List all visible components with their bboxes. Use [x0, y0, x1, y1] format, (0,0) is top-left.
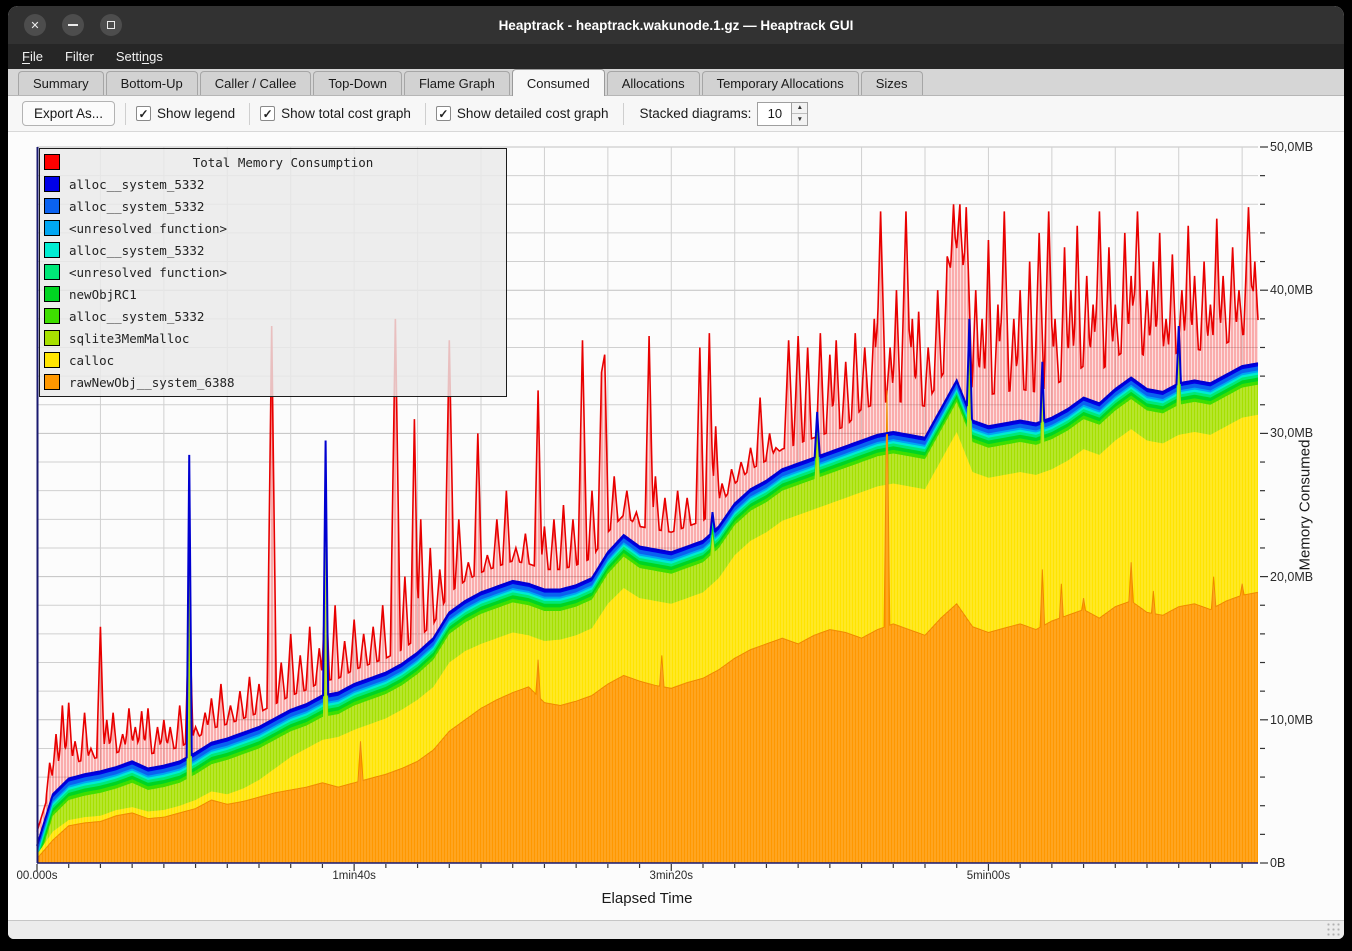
- legend-row: rawNewObj__system_6388: [40, 371, 506, 393]
- legend-label: <unresolved function>: [69, 220, 228, 236]
- checkmark-icon[interactable]: ✓: [435, 106, 451, 121]
- toolbar: Export As... ✓ Show legend ✓ Show total cos…: [8, 96, 1344, 132]
- spinner-up-button[interactable]: ▲: [792, 102, 808, 114]
- close-button[interactable]: ✕: [24, 14, 46, 36]
- y-tick-label: 30,0MB: [1270, 426, 1314, 441]
- y-tick-label: 50,0MB: [1270, 140, 1314, 154]
- y-tick-label: 40,0MB: [1270, 283, 1314, 298]
- minimize-icon: [68, 24, 78, 26]
- legend-label: alloc__system_5332: [69, 198, 205, 214]
- stacked-diagrams-label: Stacked diagrams:: [639, 106, 752, 121]
- stacked-diagrams-value[interactable]: 10: [757, 101, 792, 126]
- x-tick-label: 00.000s: [16, 870, 58, 882]
- legend-label: newObjRC1: [69, 286, 137, 302]
- tab-bottom-up[interactable]: Bottom-Up: [105, 71, 198, 95]
- x-tick-label: 3min20s: [649, 870, 694, 882]
- chart-axes: [36, 146, 1268, 871]
- legend-row: alloc__system_5332: [40, 305, 506, 327]
- tab-consumed[interactable]: Consumed: [511, 69, 605, 96]
- legend-row: alloc__system_5332: [40, 239, 506, 261]
- tab-sizes[interactable]: Sizes: [860, 71, 923, 95]
- legend-label: rawNewObj__system_6388: [69, 374, 235, 390]
- checkmark-icon[interactable]: ✓: [260, 106, 276, 121]
- resize-grip-icon[interactable]: [1327, 923, 1341, 937]
- legend-label: sqlite3MemMalloc: [69, 330, 190, 346]
- legend-label: alloc__system_5332: [69, 308, 205, 324]
- legend-swatch: [44, 220, 60, 236]
- x-tick-label: 1min40s: [332, 870, 376, 882]
- checkbox-label: Show total cost graph: [281, 106, 411, 121]
- menu-item-filter[interactable]: Filter: [64, 49, 94, 64]
- tab-flame-graph[interactable]: Flame Graph: [403, 71, 510, 95]
- legend-label: alloc__system_5332: [69, 176, 205, 192]
- memory-consumption-chart[interactable]: [36, 146, 1297, 892]
- legend-row: calloc: [40, 349, 506, 371]
- legend-row: alloc__system_5332: [40, 173, 506, 195]
- chart-series-layers: [36, 204, 1259, 864]
- legend-row: <unresolved function>: [40, 217, 506, 239]
- legend-label: alloc__system_5332: [69, 242, 205, 258]
- checkmark-icon[interactable]: ✓: [136, 106, 152, 121]
- tab-top-down[interactable]: Top-Down: [313, 71, 402, 95]
- maximize-icon: [107, 21, 115, 29]
- tab-summary[interactable]: Summary: [18, 71, 104, 95]
- legend-swatch: [44, 242, 60, 258]
- y-tick-label: 10,0MB: [1270, 712, 1314, 727]
- legend-row: Total Memory Consumption: [40, 151, 506, 173]
- legend-swatch: [44, 330, 60, 346]
- legend-label: calloc: [69, 352, 115, 368]
- status-bar: [8, 920, 1344, 939]
- maximize-button[interactable]: [100, 14, 122, 36]
- window-title: Heaptrack - heaptrack.wakunode.1.gz — He…: [498, 17, 854, 33]
- legend-label: Total Memory Consumption: [192, 154, 374, 170]
- legend-row: <unresolved function>: [40, 261, 506, 283]
- legend-label: <unresolved function>: [69, 264, 228, 280]
- export-as-button[interactable]: Export As...: [22, 101, 116, 126]
- legend-swatch: [44, 176, 60, 192]
- tab-temporary-allocations[interactable]: Temporary Allocations: [701, 71, 859, 95]
- chart-legend: Total Memory Consumption alloc__system_53…: [39, 148, 507, 397]
- checkbox-show-total-cost-graph[interactable]: ✓ Show total cost graph: [260, 106, 411, 121]
- menu-bar: File Filter Settings: [8, 44, 1344, 69]
- checkbox-show-detailed-cost-graph[interactable]: ✓ Show detailed cost graph: [435, 106, 609, 121]
- close-icon: ✕: [30, 19, 40, 32]
- legend-swatch: [44, 352, 60, 368]
- x-axis-title: Elapsed Time: [601, 890, 693, 907]
- checkbox-label: Show detailed cost graph: [456, 106, 609, 121]
- legend-row: sqlite3MemMalloc: [40, 327, 506, 349]
- title-bar: ✕ Heaptrack - heaptrack.wakunode.1.gz — …: [8, 6, 1344, 44]
- chart-panel: 0B 10,0MB 20,0MB 30,0MB 40,0MB 50,0MB 00.000s…: [8, 132, 1344, 920]
- tab-bar: Summary Bottom-Up Caller / Callee Top-Down F…: [8, 69, 1344, 96]
- stacked-diagrams-spinner[interactable]: 10 ▲ ▼: [757, 101, 809, 126]
- spinner-down-button[interactable]: ▼: [792, 114, 808, 125]
- legend-swatch: [44, 308, 60, 324]
- toolbar-separator: [125, 102, 127, 125]
- y-tick-label: 20,0MB: [1270, 569, 1314, 584]
- y-axis-title: Memory Consumed: [1296, 439, 1314, 571]
- legend-swatch: [44, 286, 60, 302]
- menu-item-settings[interactable]: Settings: [115, 49, 163, 64]
- y-tick-label: 0B: [1270, 856, 1286, 870]
- tab-allocations[interactable]: Allocations: [606, 71, 700, 95]
- legend-swatch: [44, 264, 60, 280]
- toolbar-separator: [249, 102, 251, 125]
- checkbox-label: Show legend: [157, 106, 236, 121]
- legend-row: alloc__system_5332: [40, 195, 506, 217]
- tab-caller-callee[interactable]: Caller / Callee: [199, 71, 312, 95]
- checkbox-show-legend[interactable]: ✓ Show legend: [136, 106, 235, 121]
- legend-swatch: [44, 374, 60, 390]
- toolbar-separator: [622, 102, 624, 125]
- x-tick-label: 5min00s: [966, 870, 1011, 882]
- toolbar-separator: [424, 102, 426, 125]
- app-window: ✕ Heaptrack - heaptrack.wakunode.1.gz — …: [8, 6, 1344, 939]
- legend-swatch: [44, 198, 60, 214]
- menu-item-file[interactable]: File: [22, 49, 43, 64]
- minimize-button[interactable]: [62, 14, 84, 36]
- legend-swatch: [44, 154, 60, 170]
- legend-row: newObjRC1: [40, 283, 506, 305]
